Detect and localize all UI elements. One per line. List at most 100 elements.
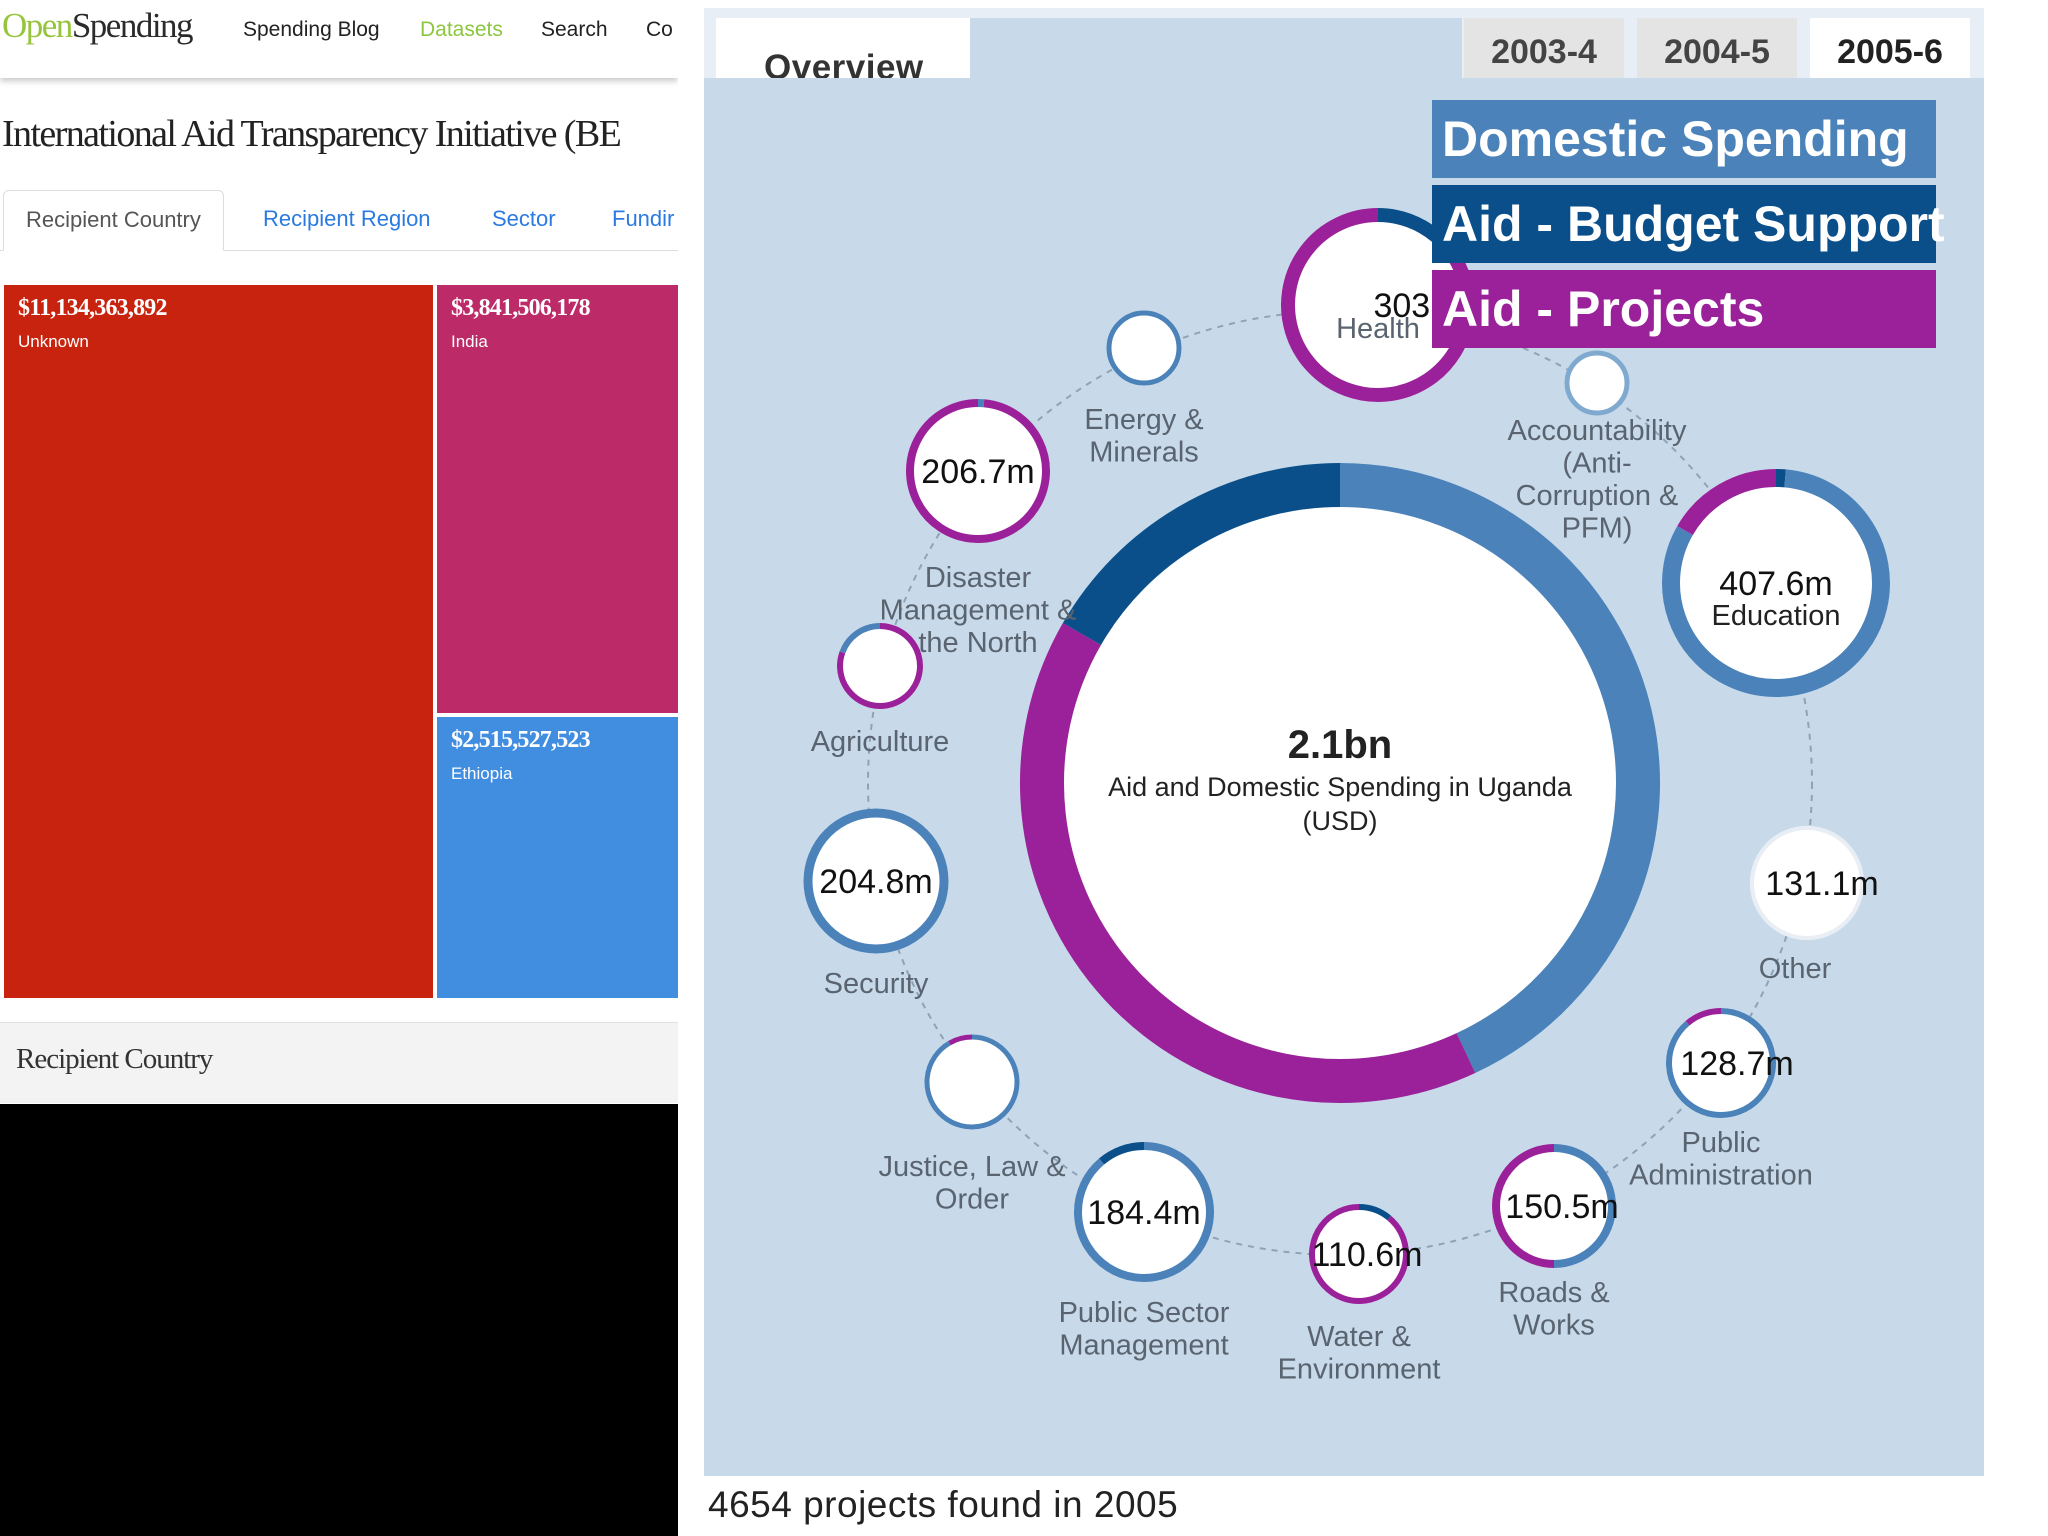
sector-node-0-disc[interactable] [1281, 208, 1475, 402]
projects-count: 4654 projects found in 2005 [708, 1484, 1179, 1525]
spending-visualization: 2.1bn Aid and Domestic Spending in Uganda… [704, 78, 1984, 1476]
sector-node-0-arc [1377, 208, 1441, 242]
sector-label: PFM) [1562, 512, 1633, 544]
tab-year-2005-6[interactable]: 2005-6 [1810, 18, 1970, 78]
openspending-logo[interactable]: OpenSpending [2, 6, 194, 45]
sector-node-2-arc [1662, 469, 1890, 697]
sector-node-4-disc[interactable] [1666, 1008, 1776, 1118]
tab-recipient-country[interactable]: Recipient Country [3, 190, 224, 251]
center-disc[interactable] [1055, 498, 1625, 1068]
tab-funding[interactable]: Fundir [612, 206, 675, 231]
sector-value: 150.5m [1505, 1188, 1618, 1226]
treemap-cell-unknown[interactable]: $11,134,363,892 Unknown [4, 285, 433, 998]
sector-node-5-arc [1553, 1144, 1616, 1268]
openspending-page: OpenSpending Spending Blog Datasets Sear… [0, 0, 678, 1104]
sector-label: Management & [880, 594, 1077, 626]
sector-node-3-disc[interactable] [1750, 826, 1864, 940]
center-ring-arc [1062, 463, 1341, 646]
sector-label: Education [1712, 600, 1841, 632]
year-tab-bar: Overview 2003-4 2004-5 2005-6 [704, 8, 1984, 87]
sector-label: the North [918, 627, 1037, 659]
sector-node-6-disc[interactable] [1309, 1204, 1409, 1304]
nav-datasets[interactable]: Datasets [420, 18, 503, 41]
sector-label: Disaster [925, 562, 1032, 594]
top-navbar: OpenSpending Spending Blog Datasets Sear… [0, 0, 678, 78]
sector-node-7-arc [1099, 1142, 1145, 1165]
tab-year-2003-4[interactable]: 2003-4 [1464, 18, 1624, 78]
sector-node-7-disc[interactable] [1074, 1142, 1214, 1282]
dataset-title: International Aid Transparency Initiativ… [2, 113, 622, 155]
sector-label: Management [1059, 1329, 1228, 1361]
center-ring-arc [1020, 623, 1476, 1103]
table-header: Recipient Country [0, 1022, 678, 1103]
sector-label: Corruption & [1516, 480, 1679, 512]
treemap-cell-ethiopia[interactable]: $2,515,527,523 Ethiopia [437, 717, 678, 998]
sector-label: Health [1336, 313, 1420, 345]
sector-label: (Anti- [1562, 447, 1631, 479]
table-header-label: Recipient Country [16, 1043, 213, 1075]
sector-label: Water & [1307, 1321, 1411, 1353]
sector-value: 128.7m [1680, 1045, 1793, 1083]
bubble-chart: 2.1bn Aid and Domestic Spending in Uganda… [803, 208, 1890, 1385]
treemap-cell-india[interactable]: $3,841,506,178 India [437, 285, 678, 713]
sector-label: Administration [1629, 1159, 1813, 1191]
sector-value: 184.4m [1087, 1194, 1200, 1232]
treemap-amount: $11,134,363,892 [18, 295, 167, 321]
sector-node-6-arc [1309, 1204, 1409, 1304]
legend-aid-budget-support[interactable]: Aid - Budget Support [1432, 185, 1945, 263]
sector-node-6-arc [1358, 1204, 1392, 1221]
legend-domestic-spending[interactable]: Domestic Spending [1432, 100, 1936, 178]
sector-node-2-disc[interactable] [1662, 469, 1890, 697]
sector-node-12-ring [1106, 310, 1182, 386]
sector-label: Works [1513, 1309, 1595, 1341]
sector-node-4-arc [1685, 1008, 1722, 1026]
center-label: Aid and Domestic Spending in Uganda [1108, 772, 1573, 802]
sector-value: 110.6m [1312, 1236, 1423, 1274]
sector-label: Energy & [1084, 404, 1203, 436]
sector-node-11-disc[interactable] [906, 399, 1050, 543]
center-value: 2.1bn [1288, 723, 1392, 767]
dimension-tabs: Recipient Country Recipient Region Secto… [0, 190, 678, 251]
sector-node-10-arc [839, 623, 881, 654]
sector-value: 204.8m [819, 863, 932, 901]
tab-overview[interactable]: Overview [716, 18, 970, 87]
sector-node-8-arc [924, 1034, 1020, 1130]
sector-node-3-ring [1750, 826, 1864, 940]
treemap-name: Ethiopia [451, 764, 513, 783]
center-label-unit: (USD) [1303, 806, 1378, 836]
tab-year-2004-5[interactable]: 2004-5 [1637, 18, 1797, 78]
sector-label: Roads & [1498, 1277, 1609, 1309]
sector-label: Security [824, 968, 929, 1000]
sector-node-12-disc[interactable] [1106, 310, 1182, 386]
sector-label: Order [935, 1183, 1009, 1215]
sector-node-8-arc [948, 1034, 973, 1046]
sector-node-9-disc[interactable] [803, 808, 949, 954]
nav-more[interactable]: Co [646, 18, 673, 41]
sector-label: Environment [1278, 1353, 1441, 1385]
treemap-amount: $2,515,527,523 [451, 727, 591, 753]
tab-recipient-region[interactable]: Recipient Region [263, 206, 431, 231]
sector-label: Minerals [1089, 436, 1199, 468]
sector-node-1-disc[interactable] [1564, 350, 1630, 416]
sector-node-9-ring [803, 808, 949, 954]
sector-node-5-disc[interactable] [1492, 1144, 1616, 1268]
sector-node-2-arc [1677, 469, 1777, 536]
center-ring-arc [1339, 463, 1660, 1074]
nav-spending-blog[interactable]: Spending Blog [243, 18, 380, 41]
sector-node-8-disc[interactable] [924, 1034, 1020, 1130]
sector-label: Justice, Law & [879, 1151, 1066, 1183]
sector-value: 131.1m [1765, 865, 1878, 903]
legend: Domestic Spending Aid - Budget Support A… [1432, 100, 1945, 355]
sector-label: Agriculture [811, 726, 950, 758]
sector-value: 407.6m [1719, 565, 1832, 603]
sector-node-10-disc[interactable] [837, 623, 923, 709]
sector-node-7-arc [1074, 1142, 1214, 1282]
sector-label: Other [1759, 953, 1832, 985]
tab-spacer [970, 18, 1462, 78]
sector-label: Public Sector [1059, 1297, 1230, 1329]
nav-search[interactable]: Search [541, 18, 608, 41]
legend-aid-projects[interactable]: Aid - Projects [1432, 270, 1936, 348]
tab-sector[interactable]: Sector [492, 206, 556, 231]
sector-node-5-arc [1492, 1144, 1555, 1268]
sector-node-4-arc [1666, 1008, 1776, 1118]
